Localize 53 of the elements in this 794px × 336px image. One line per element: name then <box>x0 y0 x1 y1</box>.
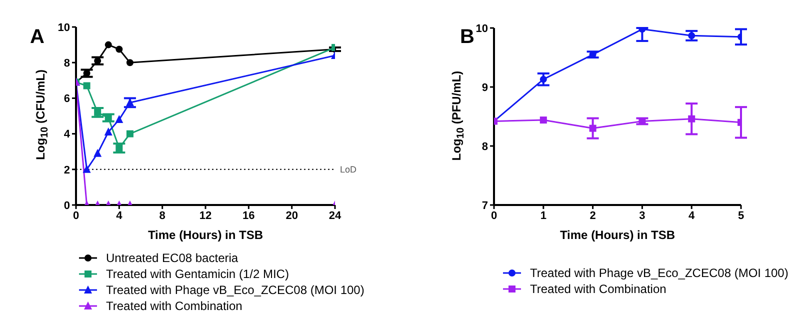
point <box>116 144 123 152</box>
x-tick-label: 4 <box>116 210 124 222</box>
point <box>83 70 90 77</box>
point <box>83 82 90 90</box>
x-tick-label: 2 <box>590 210 596 222</box>
x-tick-label: 0 <box>490 210 498 222</box>
point <box>126 59 134 66</box>
y-tick-label: 10 <box>58 22 70 34</box>
legend-label: Treated with Phage vB_Eco_ZCEC08 (MOI 100) <box>530 266 788 280</box>
point <box>589 124 596 132</box>
x-tick-label: 20 <box>286 210 298 222</box>
y-tick-label: 2 <box>64 164 70 176</box>
point <box>94 108 102 116</box>
point <box>104 114 112 122</box>
x-tick-label: 8 <box>159 210 166 222</box>
y-tick-label: 9 <box>482 82 488 94</box>
point <box>126 130 134 138</box>
point <box>94 57 102 64</box>
chart-title: B <box>460 26 474 49</box>
point <box>540 76 547 83</box>
legend-label: Treated with Combination <box>106 299 242 313</box>
y-tick-label: 8 <box>482 140 488 153</box>
y-tick-label: 7 <box>482 200 488 212</box>
point <box>116 46 123 53</box>
ref-line-label: LoD <box>340 164 358 175</box>
x-axis-title: Time (Hours) in TSB <box>148 228 264 242</box>
point <box>104 128 112 136</box>
point <box>94 148 102 157</box>
x-tick-label: 0 <box>72 210 80 222</box>
y-tick-label: 4 <box>64 128 71 141</box>
point <box>540 116 547 124</box>
y-tick-label: 8 <box>64 58 70 70</box>
y-tick-label: 6 <box>64 93 70 106</box>
x-tick-label: 16 <box>242 210 255 222</box>
y-tick-label: 0 <box>64 200 70 212</box>
x-axis-title: Time (Hours) in TSB <box>560 228 676 242</box>
point <box>104 41 112 48</box>
y-tick-label: 10 <box>476 22 488 35</box>
chart-title: A <box>30 26 44 49</box>
legend-label: Treated with Combination <box>530 282 666 296</box>
legend-label: Untreated EC08 bacteria <box>106 251 238 265</box>
x-tick-label: 3 <box>639 210 646 222</box>
legend-label: Treated with Gentamicin (1/2 MIC) <box>106 267 289 281</box>
point <box>688 115 696 122</box>
x-tick-label: 24 <box>328 210 342 222</box>
point <box>688 32 696 40</box>
point <box>82 164 91 173</box>
x-tick-label: 4 <box>688 210 696 222</box>
legend-label: Treated with Phage vB_Eco_ZCEC08 (MOI 100) <box>106 283 364 297</box>
x-tick-label: 5 <box>738 210 744 222</box>
x-tick-label: 12 <box>199 210 212 222</box>
point <box>115 115 124 124</box>
x-tick-label: 1 <box>540 210 546 222</box>
